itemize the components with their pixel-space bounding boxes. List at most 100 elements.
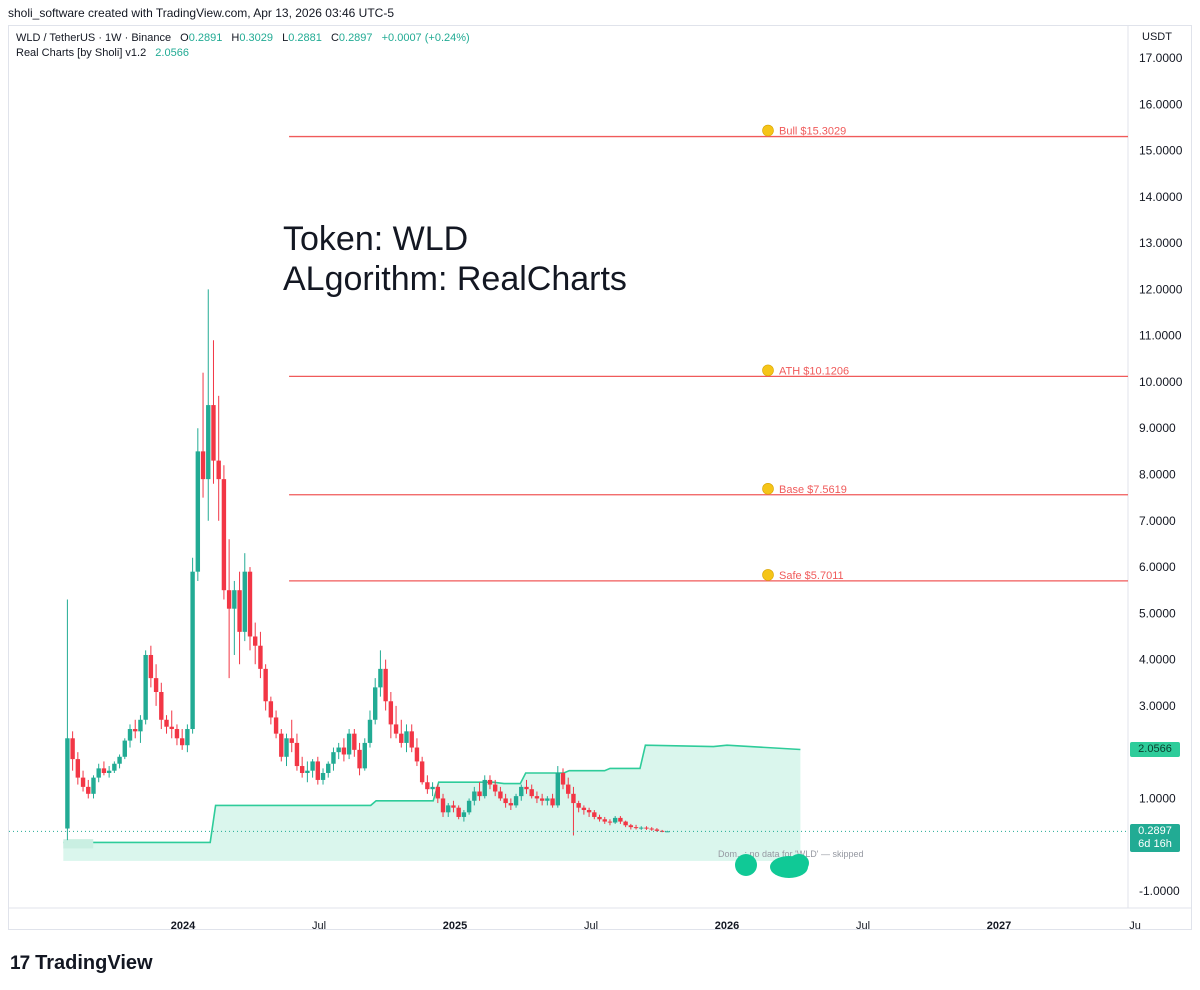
candle xyxy=(200,372,206,498)
candle xyxy=(571,786,576,836)
candle-body xyxy=(232,590,237,609)
candle-body xyxy=(263,668,268,702)
candle xyxy=(503,793,508,808)
candle xyxy=(409,724,414,753)
bar-countdown: 6d 16h xyxy=(1138,838,1172,850)
candle xyxy=(159,682,164,730)
y-tick-label: 12.0000 xyxy=(1139,282,1183,296)
candle-body xyxy=(299,766,305,773)
indicator-fill xyxy=(63,745,801,861)
candle-body xyxy=(112,763,117,771)
candle-body xyxy=(409,731,414,748)
candle xyxy=(597,814,602,822)
candle-body xyxy=(143,654,148,720)
candle xyxy=(399,719,404,748)
open-value: 0.2891 xyxy=(188,32,223,44)
candle-body xyxy=(164,719,169,727)
y-tick-label: 15.0000 xyxy=(1139,144,1183,158)
candle-body xyxy=(195,451,201,572)
candle-body xyxy=(482,779,487,797)
tradingview-mark-icon: 17 xyxy=(10,952,30,974)
candle xyxy=(581,805,587,815)
marker-dot xyxy=(789,854,809,872)
candle xyxy=(602,816,607,824)
candle-body xyxy=(519,786,524,797)
candle xyxy=(284,733,289,767)
candle-body xyxy=(534,796,540,799)
candle-body xyxy=(576,803,581,808)
candle-body xyxy=(560,772,566,785)
candle-body xyxy=(649,828,654,830)
candle xyxy=(519,784,524,801)
candle xyxy=(315,756,321,785)
x-tick-label: Ju xyxy=(1129,920,1141,932)
candle xyxy=(513,793,519,808)
candle-body xyxy=(633,827,639,829)
candle xyxy=(586,807,592,817)
level-label-safe: Safe $5.7011 xyxy=(779,570,844,582)
candle-body xyxy=(367,719,373,743)
candle-body xyxy=(466,800,472,813)
last-price-badge: 0.2897 6d 16h xyxy=(1130,824,1180,852)
candle-body xyxy=(242,571,247,632)
tradingview-logo[interactable]: 17 TradingView xyxy=(10,952,153,975)
candle xyxy=(487,775,493,790)
candle xyxy=(633,824,639,830)
candle xyxy=(96,763,101,783)
y-tick-label: 9.0000 xyxy=(1139,421,1176,435)
candle-body xyxy=(169,726,174,730)
candle-body xyxy=(138,719,143,732)
candle-body xyxy=(550,798,555,806)
candle xyxy=(362,738,367,771)
x-tick-label: 2027 xyxy=(987,920,1011,932)
x-tick-label: 2025 xyxy=(443,920,467,932)
candle-body xyxy=(393,724,399,734)
y-tick-label: 13.0000 xyxy=(1139,236,1183,250)
candle-body xyxy=(581,807,587,811)
candle-body xyxy=(529,789,534,797)
last-price-value: 0.2897 xyxy=(1138,825,1172,837)
candle-body xyxy=(185,729,190,746)
candle xyxy=(654,828,660,832)
candle xyxy=(623,820,628,828)
candle xyxy=(237,571,242,665)
candle xyxy=(195,428,201,581)
indicator-name[interactable]: Real Charts [by Sholi] v1.2 xyxy=(16,47,147,59)
candle xyxy=(101,761,107,776)
y-tick-label: 14.0000 xyxy=(1139,190,1183,204)
candle-body xyxy=(268,701,274,718)
close-value: 0.2897 xyxy=(338,32,373,44)
change-value: +0.0007 (+0.24%) xyxy=(381,32,470,44)
candle-body xyxy=(289,738,294,743)
candle-body xyxy=(127,729,133,741)
candle-body xyxy=(451,805,456,808)
candle xyxy=(179,729,185,750)
x-tick-label: 2024 xyxy=(171,920,196,932)
coin-icon xyxy=(762,364,774,377)
chart-annotation: Token: WLD ALgorithm: RealCharts xyxy=(283,219,627,299)
candle-body xyxy=(320,772,326,780)
candle-body xyxy=(206,405,211,480)
chart-frame[interactable] xyxy=(8,25,1192,930)
candle-body xyxy=(237,590,242,632)
currency-label[interactable]: USDT xyxy=(1142,31,1172,43)
candle-body xyxy=(326,763,331,773)
close-label: C xyxy=(330,32,339,44)
y-tick-label: 4.0000 xyxy=(1139,653,1176,667)
indicator-note: Dom...: no data for 'WLD' — skipped xyxy=(718,849,864,859)
candle xyxy=(80,770,86,792)
candle-body xyxy=(101,768,107,773)
symbol-label[interactable]: WLD / TetherUS · 1W · Binance xyxy=(16,32,172,44)
level-label-bull: Bull $15.3029 xyxy=(779,126,846,138)
y-tick-label: 6.0000 xyxy=(1139,560,1176,574)
candle xyxy=(221,465,227,600)
level-label-ath: ATH $10.1206 xyxy=(779,365,849,377)
low-value: 0.2881 xyxy=(288,32,322,44)
candle xyxy=(263,664,268,711)
candle-body xyxy=(654,829,660,831)
candle-body xyxy=(190,571,195,730)
candle-body xyxy=(362,742,367,769)
candle-body xyxy=(492,784,498,792)
candle-body xyxy=(106,770,112,773)
